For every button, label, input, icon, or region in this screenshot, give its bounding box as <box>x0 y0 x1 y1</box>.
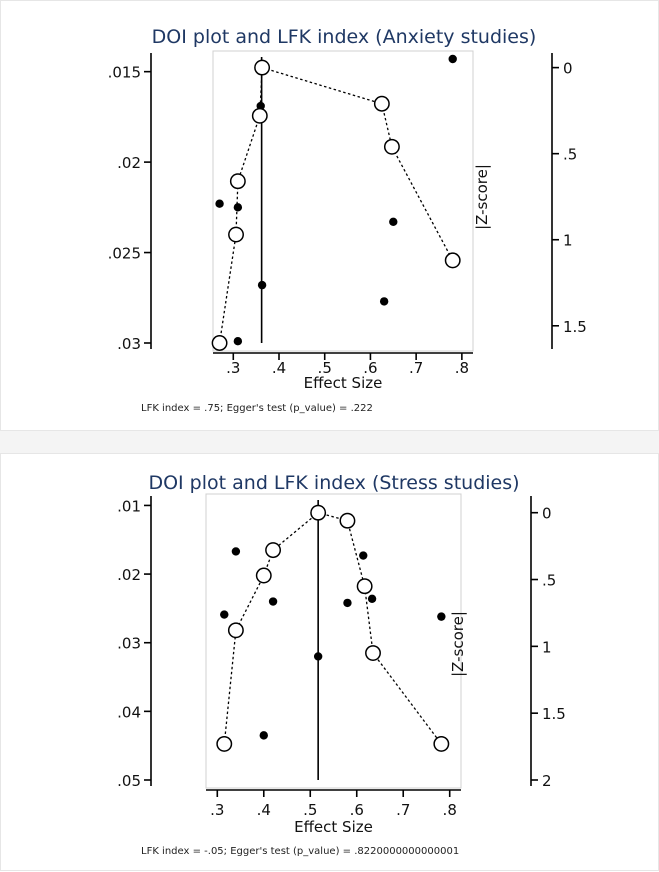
right-y-tick-label: 1.5 <box>563 318 587 336</box>
left-y-tick-label: .01 <box>117 497 141 515</box>
doi-point <box>254 59 271 76</box>
left-y-tick-label: .015 <box>108 64 141 82</box>
doi-point <box>265 542 282 559</box>
plot-region <box>212 50 474 352</box>
doi-curve <box>218 66 454 344</box>
funnel-point <box>448 54 457 64</box>
x-tick-label: .5 <box>318 359 332 377</box>
right-y-tick-label: 2 <box>542 772 552 790</box>
funnel-point <box>343 598 352 608</box>
stress-doi-plot-panel: DOI plot and LFK index (Stress studies).… <box>0 453 659 871</box>
x-tick-label: .5 <box>303 801 317 819</box>
panel-separator <box>0 431 659 453</box>
funnel-point <box>233 203 243 212</box>
funnel-point <box>257 280 267 290</box>
funnel-point <box>220 610 229 619</box>
doi-point <box>444 252 461 269</box>
z-score-axis-label: |Z-score| <box>473 164 491 230</box>
doi-point <box>228 226 244 243</box>
doi-point <box>251 107 268 124</box>
x-tick-label: .7 <box>396 801 410 819</box>
funnel-point <box>215 199 224 208</box>
funnel-point <box>259 731 268 740</box>
funnel-point <box>313 652 323 661</box>
x-tick-label: .6 <box>350 801 364 819</box>
left-y-tick-label: .03 <box>117 335 141 353</box>
funnel-point <box>233 336 243 346</box>
left-y-tick-label: .03 <box>117 635 141 653</box>
doi-point <box>310 504 327 521</box>
right-y-tick-label: 1 <box>563 232 573 250</box>
x-tick-label: .4 <box>272 359 286 377</box>
left-y-tick-label: .05 <box>117 772 141 790</box>
chart-title: DOI plot and LFK index (Stress studies) <box>148 472 519 494</box>
right-y-tick-label: 0 <box>542 505 552 523</box>
left-y-tick-label: .025 <box>108 245 141 263</box>
left-y-tick-label: .04 <box>117 703 141 721</box>
funnel-point <box>268 597 278 606</box>
right-y-tick-label: .5 <box>563 146 577 164</box>
doi-point <box>339 512 356 529</box>
x-tick-label: .8 <box>455 359 469 377</box>
funnel-point <box>231 547 241 556</box>
doi-point <box>373 95 390 112</box>
x-tick-label: .8 <box>443 801 457 819</box>
right-y-tick-label: 0 <box>563 60 573 78</box>
doi-point <box>211 335 228 351</box>
x-tick-label: .3 <box>226 359 240 377</box>
doi-point <box>365 645 381 661</box>
lfk-egger-note: LFK index = .75; Egger's test (p_value) … <box>141 403 373 414</box>
doi-point <box>356 578 373 595</box>
funnel-point <box>437 612 446 621</box>
doi-point <box>383 138 400 155</box>
anxiety-doi-plot-panel: DOI plot and LFK index (Anxiety studies)… <box>0 0 659 431</box>
doi-curve <box>223 511 442 745</box>
x-axis-label: Effect Size <box>294 818 373 836</box>
stress-doi-plot-chart: DOI plot and LFK index (Stress studies).… <box>117 472 566 857</box>
funnel-point <box>379 297 389 306</box>
right-y-tick-label: 1.5 <box>542 705 566 723</box>
right-y-tick-label: .5 <box>542 572 556 590</box>
x-tick-label: .6 <box>363 359 377 377</box>
lfk-egger-note: LFK index = -.05; Egger's test (p_value)… <box>141 846 459 857</box>
x-axis-label: Effect Size <box>304 374 383 392</box>
doi-point <box>216 735 233 752</box>
x-tick-label: .7 <box>409 359 423 377</box>
plot-region <box>205 493 462 789</box>
anxiety-doi-plot-chart: DOI plot and LFK index (Anxiety studies)… <box>108 26 587 414</box>
left-y-tick-label: .02 <box>117 154 141 172</box>
doi-point <box>255 567 272 584</box>
left-y-tick-label: .02 <box>117 566 141 584</box>
x-tick-label: .4 <box>257 801 271 819</box>
z-score-axis-label: |Z-score| <box>449 611 467 677</box>
right-y-tick-label: 1 <box>542 638 552 656</box>
x-tick-label: .3 <box>210 801 224 819</box>
doi-point <box>433 735 450 752</box>
funnel-point <box>367 594 377 603</box>
funnel-point <box>389 217 398 227</box>
chart-title: DOI plot and LFK index (Anxiety studies) <box>152 26 537 48</box>
doi-point <box>227 622 244 639</box>
funnel-point <box>359 551 368 560</box>
doi-point <box>229 173 246 190</box>
